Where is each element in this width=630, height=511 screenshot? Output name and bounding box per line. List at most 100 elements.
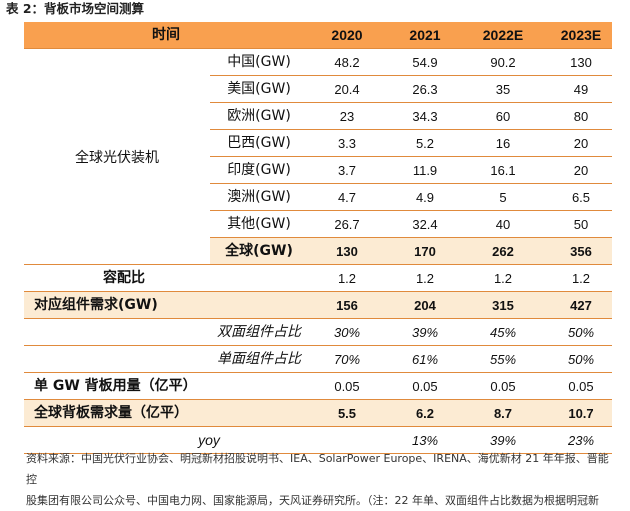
region-row-value: 6.5 [571,190,591,205]
header-row-value: 2020 [331,27,363,43]
region-row-value: 16 [495,136,511,151]
region-row-value: 50 [573,217,589,232]
row-divider [210,129,612,130]
header-row-value: 2023E [560,27,602,43]
source-line-2: 股集团有限公司公众号、中国电力网、国家能源局，天风证券研究所。（注：22 年单、… [26,494,599,507]
backsheet-demand-row-label: 全球背板需求量（亿平） [34,405,188,421]
monofacial-share-row-value: 70% [333,352,361,367]
region-row-value: 26.7 [334,217,360,232]
bifacial-share-row-value: 50% [567,325,595,340]
region-row: 美国(GW) 20.4 26.3 35 49 [24,76,612,103]
row-divider [210,210,612,211]
region-row: 其他(GW) 26.7 32.4 40 50 [24,211,612,238]
source-note: 资料来源：中国光伏行业协会、明冠新材招股说明书、IEA、SolarPower E… [26,448,616,511]
global-total-row-label: 全球(GW) [225,243,293,259]
yoy-row-value: 39% [489,433,517,448]
region-row-value: 20.4 [334,82,360,97]
backsheet-market-table: 时间 2020 2021 2022E 2023E 中国(GW) 48.2 54.9 90.2 13… [24,22,612,454]
bifacial-share-row-value: 45% [489,325,517,340]
capacity-ratio-row-value: 1.2 [337,271,357,286]
region-row-value: 90.2 [490,55,516,70]
global-total-row-value: 170 [414,244,436,259]
backsheet-per-gw-row-value: 0.05 [568,379,594,394]
region-row-value: 54.9 [412,55,438,70]
table-caption: 表 2：背板市场空间测算 [6,1,145,16]
backsheet-demand-row-value: 8.7 [493,406,513,421]
monofacial-share-row-value: 55% [489,352,517,367]
region-row-value: 3.7 [337,163,357,178]
backsheet-per-gw-row-label: 单 GW 背板用量（亿平） [34,378,197,394]
region-row-value: 4.7 [337,190,357,205]
region-row-value: 23 [339,109,355,124]
region-row-value: 16.1 [490,163,516,178]
region-row: 中国(GW) 48.2 54.9 90.2 130 [24,49,612,76]
monofacial-share-row-value: 61% [411,352,439,367]
global-total-row-value: 262 [492,244,514,259]
region-row: 澳洲(GW) 4.7 4.9 5 6.5 [24,184,612,211]
module-demand-row-value: 204 [414,298,436,313]
backsheet-demand-row-value: 6.2 [415,406,435,421]
region-row-value: 80 [573,109,589,124]
region-row-value: 48.2 [334,55,360,70]
yoy-row-label: yoy [198,432,220,448]
capacity-ratio-row-value: 1.2 [493,271,513,286]
capacity-ratio-row-value: 1.2 [571,271,591,286]
backsheet-demand-row-value: 10.7 [568,406,594,421]
row-divider [24,372,612,373]
row-divider [210,183,612,184]
header-row-label: 时间 [152,27,180,43]
row-divider [24,318,612,319]
row-divider [24,345,612,346]
backsheet-demand-row: 全球背板需求量（亿平） 5.5 6.2 8.7 10.7 [24,400,612,427]
region-row-value: 32.4 [412,217,438,232]
region-row-value: 5.2 [415,136,435,151]
backsheet-demand-row-value: 5.5 [337,406,357,421]
global-total-row-value: 356 [570,244,592,259]
module-demand-row-value: 315 [492,298,514,313]
global-total-row-value: 130 [336,244,358,259]
region-row-label: 其他(GW) [227,216,291,232]
row-divider [24,399,612,400]
module-demand-row-label: 对应组件需求(GW) [34,297,158,313]
region-row-value: 49 [573,82,589,97]
module-demand-row: 对应组件需求(GW) 156 204 315 427 [24,292,612,319]
row-divider [210,102,612,103]
row-divider [24,426,612,427]
row-divider [210,75,612,76]
region-row-label: 中国(GW) [227,54,291,70]
region-row-value: 11.9 [412,163,438,178]
region-row-value: 3.3 [337,136,357,151]
region-row-value: 20 [573,163,589,178]
row-divider [24,453,612,454]
region-row-value: 20 [573,136,589,151]
module-demand-row-value: 427 [570,298,592,313]
region-row-value: 5 [499,190,507,205]
bifacial-share-row: 双面组件占比 30% 39% 45% 50% [24,319,612,346]
yoy-row: yoy 13% 39% 23% [24,427,612,454]
region-row-value: 35 [495,82,511,97]
region-row-value: 40 [495,217,511,232]
header-row-value: 2021 [409,27,441,43]
region-row: 印度(GW) 3.7 11.9 16.1 20 [24,157,612,184]
region-row-label: 澳洲(GW) [227,189,291,205]
group-label: 全球光伏装机 [75,150,159,166]
capacity-ratio-row-value: 1.2 [415,271,435,286]
region-row-value: 60 [495,109,511,124]
yoy-row-value: 13% [411,433,439,448]
bifacial-share-row-value: 30% [333,325,361,340]
region-row-value: 4.9 [415,190,435,205]
yoy-row-value: 23% [567,433,595,448]
region-row-value: 34.3 [412,109,438,124]
row-divider [210,237,612,238]
row-divider [24,48,612,49]
region-row-value: 130 [570,55,592,70]
region-row-label: 巴西(GW) [227,135,291,151]
source-line-1: 资料来源：中国光伏行业协会、明冠新材招股说明书、IEA、SolarPower E… [26,452,609,486]
backsheet-per-gw-row: 单 GW 背板用量（亿平） 0.05 0.05 0.05 0.05 [24,373,612,400]
backsheet-per-gw-row-value: 0.05 [490,379,516,394]
row-divider [24,264,612,265]
header-row-value: 2022E [482,27,524,43]
backsheet-per-gw-row-value: 0.05 [334,379,360,394]
global-total-row-bg [210,238,612,265]
region-row: 欧洲(GW) 23 34.3 60 80 [24,103,612,130]
